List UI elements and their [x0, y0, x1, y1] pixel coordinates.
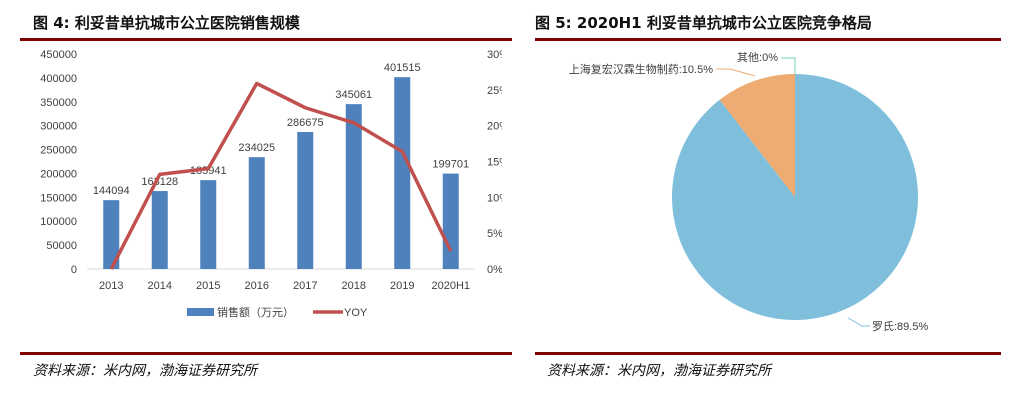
- left-axis-tick: 250000: [40, 145, 77, 157]
- right-source-rule: [535, 352, 1001, 355]
- legend-bar-swatch: [187, 308, 214, 316]
- x-axis-tick: 2017: [293, 280, 317, 292]
- x-axis-tick: 2016: [245, 280, 269, 292]
- bar-2013: [103, 200, 120, 269]
- bar-2014: [151, 191, 168, 269]
- bar-data-label: 199701: [432, 159, 469, 171]
- bar-data-label: 163128: [141, 176, 178, 188]
- right-axis-tick: 5%: [487, 228, 503, 240]
- bar-2018: [345, 104, 362, 270]
- pie-label-henlius: 上海复宏汉霖生物制药:10.5%: [569, 62, 713, 76]
- right-axis-tick: 10%: [487, 192, 509, 204]
- pie-label-roche: 罗氏:89.5%: [872, 320, 928, 333]
- right-axis-tick: 20%: [487, 121, 509, 133]
- left-axis-tick: 300000: [40, 121, 77, 133]
- left-axis-tick: 150000: [40, 192, 77, 204]
- left-source-note: 资料来源：米内网，渤海证券研究所: [33, 363, 257, 379]
- right-axis-tick: 25%: [487, 85, 509, 97]
- leader-line-other: [781, 57, 796, 74]
- left-axis-tick: 400000: [40, 73, 77, 85]
- bar-2020H1: [442, 173, 459, 269]
- pie-slice-0: [671, 74, 918, 321]
- left-axis-tick: 50000: [46, 240, 77, 252]
- left-axis-tick: 450000: [40, 49, 77, 61]
- left-axis-tick: 350000: [40, 97, 77, 109]
- left-axis-tick: 200000: [40, 168, 77, 180]
- right-title-rule: [535, 38, 1001, 41]
- right-source-note: 资料来源：米内网，渤海证券研究所: [547, 363, 771, 379]
- bar-data-label: 286675: [287, 117, 324, 129]
- x-axis-tick: 2020H1: [431, 280, 470, 292]
- bar-data-label: 401515: [384, 62, 421, 74]
- legend-bar-label: 销售额（万元）: [217, 305, 294, 319]
- right-chart-title: 图 5: 2020H1 利妥昔单抗城市公立医院竞争格局: [535, 14, 872, 32]
- left-axis-tick: 100000: [40, 216, 77, 228]
- left-source-rule: [20, 352, 512, 355]
- bar-2015: [200, 180, 217, 269]
- bar-data-label: 234025: [238, 142, 275, 154]
- bar-data-label: 144094: [93, 185, 130, 197]
- pie-label-other: 其他:0%: [737, 51, 778, 64]
- leader-line-henlius: [716, 68, 756, 77]
- bar-data-label: 345061: [335, 89, 372, 101]
- leader-line-roche: [847, 317, 870, 327]
- yoy-line: [109, 81, 453, 270]
- x-axis-tick: 2015: [196, 280, 220, 292]
- right-axis-tick: 15%: [487, 157, 509, 169]
- right-axis-tick: 0%: [487, 264, 503, 276]
- x-axis-tick: 2014: [148, 280, 172, 292]
- bar-2016: [248, 157, 265, 269]
- x-axis-tick: 2013: [99, 280, 123, 292]
- left-chart-title: 图 4: 利妥昔单抗城市公立医院销售规模: [33, 14, 300, 32]
- x-axis-tick: 2018: [342, 280, 366, 292]
- legend-line-label: YOY: [344, 307, 368, 319]
- right-axis-tick: 30%: [487, 49, 509, 61]
- bar-2017: [297, 132, 314, 269]
- bar-2019: [394, 77, 411, 269]
- left-axis-tick: 0: [71, 264, 77, 276]
- pie-slice-1: [719, 74, 795, 197]
- left-title-rule: [20, 38, 512, 41]
- x-axis-tick: 2019: [390, 280, 414, 292]
